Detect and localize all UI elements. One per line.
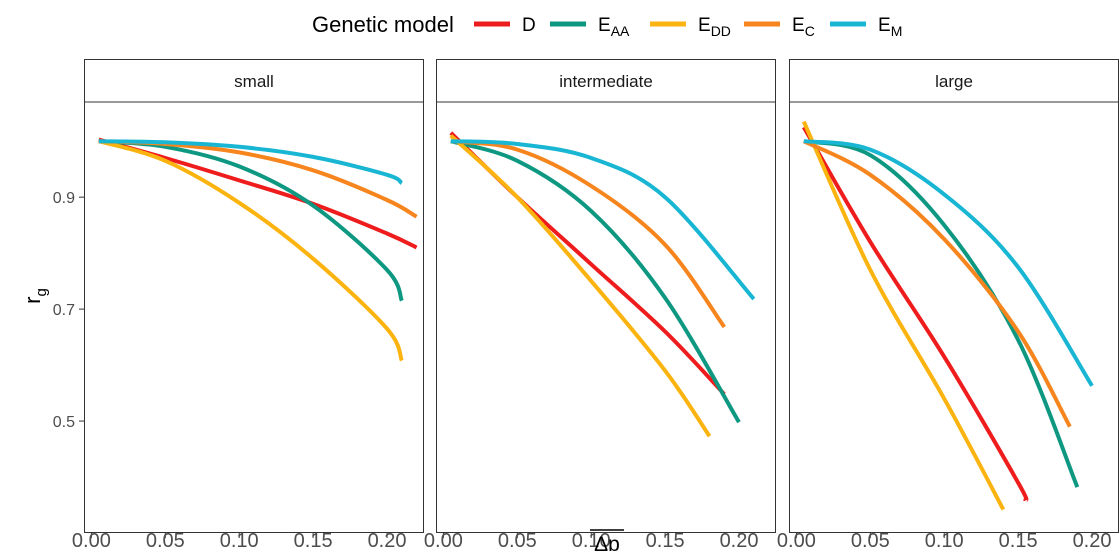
x-tick-label: 0.10 xyxy=(925,530,964,551)
panel-small: small 0.00 0.05 0.10 0.15 0.20 0.5 0.7 0.9 xyxy=(53,59,424,551)
legend: Genetic model D EAA EDD EC EM xyxy=(312,12,902,39)
panel-frame xyxy=(84,59,424,533)
series-line-e-aa xyxy=(450,139,741,424)
axis-titles: Δp rg xyxy=(20,288,624,551)
series-line-e-m xyxy=(803,139,1094,387)
series-line-e-aa xyxy=(803,139,1080,488)
x-tick-label: 0.05 xyxy=(146,530,185,551)
x-tick-label: 0.20 xyxy=(720,530,759,551)
x-tick-label: 0.15 xyxy=(999,530,1038,551)
panel-title-large: large xyxy=(935,72,973,91)
x-tick-label: 0.10 xyxy=(572,530,611,551)
legend-item-d: D xyxy=(474,15,536,36)
series-group xyxy=(98,137,418,362)
legend-item-e-aa: EAA xyxy=(550,15,630,39)
y-tick-label: 0.9 xyxy=(53,190,75,207)
panel-large: large 0.00 0.05 0.10 0.15 0.20 xyxy=(777,59,1119,551)
series-line-d xyxy=(802,126,1029,502)
x-tick-label: 0.00 xyxy=(72,530,111,551)
legend-label-e-aa: EAA xyxy=(598,15,630,39)
legend-item-e-m: EM xyxy=(830,15,902,39)
legend-item-e-dd: EDD xyxy=(650,15,731,39)
series-line-e-aa xyxy=(98,139,404,302)
legend-label-e-c: EC xyxy=(792,15,815,39)
x-tick-label: 0.10 xyxy=(220,530,259,551)
x-tick-label: 0.05 xyxy=(498,530,537,551)
x-tick-label: 0.05 xyxy=(851,530,890,551)
series-line-e-m xyxy=(98,139,404,185)
series-line-e-dd xyxy=(98,139,404,362)
series-line-e-c xyxy=(450,139,726,329)
x-tick-label: 0.00 xyxy=(424,530,463,551)
y-axis-title: rg xyxy=(20,288,50,304)
series-line-e-dd xyxy=(449,134,712,438)
legend-item-e-c: EC xyxy=(744,15,815,39)
panel-intermediate: intermediate 0.00 0.05 0.10 0.15 0.20 xyxy=(424,59,776,551)
series-line-e-m xyxy=(450,139,756,301)
x-tick-label: 0.20 xyxy=(1073,530,1112,551)
chart-panels: small 0.00 0.05 0.10 0.15 0.20 0.5 0.7 0.9 interm… xyxy=(53,59,1119,551)
panel-title-intermediate: intermediate xyxy=(559,72,653,91)
y-tick-label: 0.5 xyxy=(53,414,75,431)
series-line-e-dd xyxy=(801,120,1006,511)
y-tick-label: 0.7 xyxy=(53,302,75,319)
legend-label-d: D xyxy=(522,15,536,36)
legend-title: Genetic model xyxy=(312,12,454,37)
legend-label-e-m: EM xyxy=(878,15,902,39)
x-tick-label: 0.00 xyxy=(777,530,816,551)
panel-title-small: small xyxy=(234,72,274,91)
x-tick-label: 0.15 xyxy=(294,530,333,551)
x-tick-label: 0.20 xyxy=(368,530,407,551)
x-tick-label: 0.15 xyxy=(646,530,685,551)
series-line-e-c xyxy=(802,139,1072,428)
series-group xyxy=(449,131,756,438)
legend-label-e-dd: EDD xyxy=(698,15,731,39)
series-group xyxy=(801,120,1094,511)
x-axis-title: Δp xyxy=(594,533,620,551)
